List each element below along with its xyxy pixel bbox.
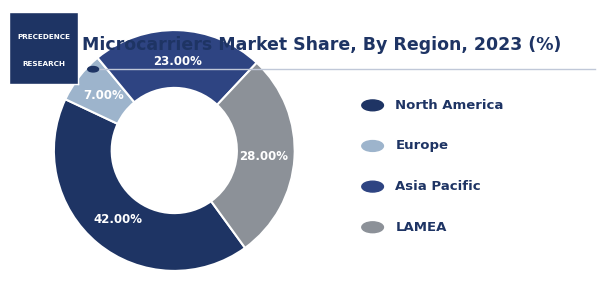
Text: 42.00%: 42.00% bbox=[93, 213, 142, 226]
Wedge shape bbox=[54, 99, 245, 271]
Text: 23.00%: 23.00% bbox=[153, 55, 201, 68]
Text: 28.00%: 28.00% bbox=[239, 150, 288, 163]
Wedge shape bbox=[211, 63, 294, 248]
Text: LAMEA: LAMEA bbox=[395, 221, 447, 234]
Text: PRECEDENCE: PRECEDENCE bbox=[17, 34, 70, 40]
Text: Asia Pacific: Asia Pacific bbox=[395, 180, 481, 193]
Text: North America: North America bbox=[395, 99, 504, 112]
Text: Europe: Europe bbox=[395, 139, 448, 153]
Text: RESEARCH: RESEARCH bbox=[22, 61, 65, 67]
Text: 7.00%: 7.00% bbox=[84, 89, 124, 102]
Text: Microcarriers Market Share, By Region, 2023 (%): Microcarriers Market Share, By Region, 2… bbox=[82, 36, 561, 54]
Wedge shape bbox=[66, 58, 135, 124]
Wedge shape bbox=[97, 30, 257, 105]
